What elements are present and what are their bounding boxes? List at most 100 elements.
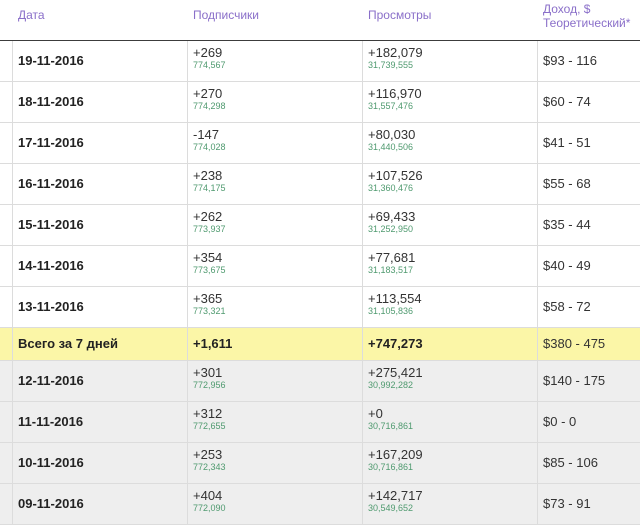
column-divider [362, 205, 363, 245]
subscribers-delta: +312 [193, 406, 223, 421]
subscribers-delta: +365 [193, 291, 223, 306]
table-row[interactable]: 11-11-2016 +312 772,655 +0 30,716,861 $0 - 0 [0, 402, 640, 443]
total-views-cell: +747,273 [368, 336, 423, 351]
column-divider [187, 41, 188, 81]
views-delta: +275,421 [368, 365, 423, 380]
column-divider [12, 164, 13, 204]
column-divider [12, 82, 13, 122]
column-divider [12, 246, 13, 286]
subscribers-cell: +354 773,675 [193, 250, 226, 276]
row-date: 17-11-2016 [18, 135, 84, 150]
views-cell: +167,209 30,716,861 [368, 447, 423, 473]
views-total: 31,739,555 [368, 60, 414, 70]
row-date: 13-11-2016 [18, 299, 84, 314]
column-divider [362, 328, 363, 360]
subscribers-delta: +262 [193, 209, 223, 224]
income-range: $85 - 106 [543, 455, 598, 470]
column-divider [187, 361, 188, 401]
row-date: 09-11-2016 [18, 496, 84, 511]
header-views[interactable]: Просмотры [368, 8, 432, 22]
income-range: $60 - 74 [543, 94, 591, 109]
views-delta: +182,079 [368, 45, 423, 60]
table-body: 19-11-2016 +269 774,567 +182,079 31,739,555 $… [0, 41, 640, 525]
column-divider [187, 484, 188, 524]
income-range: $55 - 68 [543, 176, 591, 191]
income-range: $0 - 0 [543, 414, 577, 429]
subscribers-total: 772,090 [193, 503, 226, 513]
views-delta: +0 [368, 406, 383, 421]
income-range: $41 - 51 [543, 135, 591, 150]
row-date: 14-11-2016 [18, 258, 84, 273]
subscribers-delta: +354 [193, 250, 223, 265]
table-row[interactable]: 09-11-2016 +404 772,090 +142,717 30,549,652 $… [0, 484, 640, 525]
subscribers-total: 773,675 [193, 265, 226, 275]
table-row[interactable]: 14-11-2016 +354 773,675 +77,681 31,183,517 $4… [0, 246, 640, 287]
column-divider [187, 287, 188, 327]
column-divider [12, 443, 13, 483]
income-range: $140 - 175 [543, 373, 606, 388]
table-row[interactable]: 16-11-2016 +238 774,175 +107,526 31,360,476 $… [0, 164, 640, 205]
subscribers-cell: +270 774,298 [193, 86, 226, 112]
views-cell: +107,526 31,360,476 [368, 168, 423, 194]
column-divider [537, 82, 538, 122]
column-divider [537, 328, 538, 360]
row-date: 10-11-2016 [18, 455, 84, 470]
table-row[interactable]: 15-11-2016 +262 773,937 +69,433 31,252,950 $3… [0, 205, 640, 246]
column-divider [537, 484, 538, 524]
subscribers-total: 774,298 [193, 101, 226, 111]
table-row[interactable]: 12-11-2016 +301 772,956 +275,421 30,992,282 $… [0, 361, 640, 402]
column-divider [187, 82, 188, 122]
income-range: $35 - 44 [543, 217, 591, 232]
views-total: 31,360,476 [368, 183, 414, 193]
total-label: Всего за 7 дней [18, 336, 118, 351]
column-divider [12, 328, 13, 360]
subscribers-cell: +262 773,937 [193, 209, 226, 235]
column-divider [187, 328, 188, 360]
subscribers-total: 772,956 [193, 380, 226, 390]
column-divider [362, 484, 363, 524]
row-date: 18-11-2016 [18, 94, 84, 109]
views-delta: +142,717 [368, 488, 423, 503]
views-delta: +107,526 [368, 168, 423, 183]
header-income[interactable]: Доход, $ Теоретический* [543, 2, 631, 30]
total-income: $380 - 475 [543, 336, 606, 351]
column-divider [12, 41, 13, 81]
column-divider [537, 205, 538, 245]
table-row[interactable]: 10-11-2016 +253 772,343 +167,209 30,716,861 $… [0, 443, 640, 484]
views-total: 31,252,950 [368, 224, 414, 234]
subscribers-cell: +365 773,321 [193, 291, 226, 317]
views-delta: +69,433 [368, 209, 416, 224]
table-row[interactable]: 17-11-2016 -147 774,028 +80,030 31,440,506 $4… [0, 123, 640, 164]
subscribers-total: 774,567 [193, 60, 226, 70]
row-date: 16-11-2016 [18, 176, 84, 191]
column-divider [12, 287, 13, 327]
views-cell: +116,970 31,557,476 [368, 86, 422, 112]
header-subscribers[interactable]: Подписчики [193, 8, 260, 22]
column-divider [362, 402, 363, 442]
income-range: $58 - 72 [543, 299, 591, 314]
income-range: $73 - 91 [543, 496, 591, 511]
column-divider [187, 443, 188, 483]
subscribers-delta: +269 [193, 45, 223, 60]
subscribers-delta: +253 [193, 447, 223, 462]
income-range: $40 - 49 [543, 258, 591, 273]
views-total: 30,716,861 [368, 462, 414, 472]
subscribers-delta: +404 [193, 488, 223, 503]
row-date: 12-11-2016 [18, 373, 84, 388]
table-row[interactable]: 19-11-2016 +269 774,567 +182,079 31,739,555 $… [0, 41, 640, 82]
table-row[interactable]: 13-11-2016 +365 773,321 +113,554 31,105,836 $… [0, 287, 640, 328]
column-divider [537, 402, 538, 442]
table-row[interactable]: 18-11-2016 +270 774,298 +116,970 31,557,476 $… [0, 82, 640, 123]
column-divider [362, 287, 363, 327]
views-delta: +80,030 [368, 127, 416, 142]
column-divider [362, 443, 363, 483]
total-row: Всего за 7 дней +1,611 +747,273 $380 - 475 [0, 328, 640, 361]
column-divider [537, 287, 538, 327]
views-cell: +0 30,716,861 [368, 406, 413, 432]
subscribers-cell: +312 772,655 [193, 406, 226, 432]
subscribers-cell: +253 772,343 [193, 447, 226, 473]
views-cell: +275,421 30,992,282 [368, 365, 423, 391]
header-date[interactable]: Дата [18, 8, 45, 22]
total-views: +747,273 [368, 336, 423, 351]
